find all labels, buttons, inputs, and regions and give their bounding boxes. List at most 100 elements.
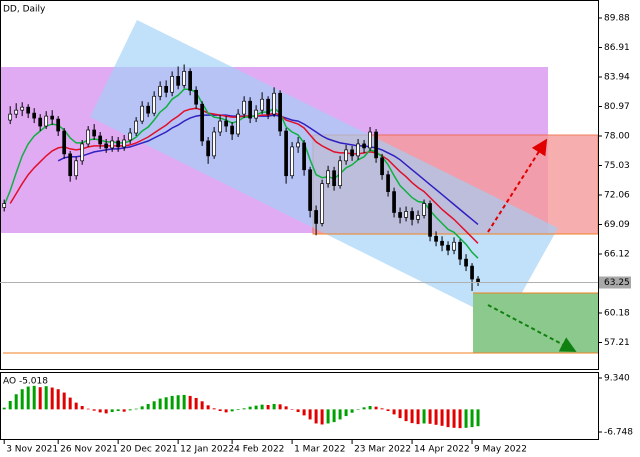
ao-bar (200, 401, 204, 410)
ao-bar (224, 409, 228, 413)
candle-body (350, 149, 354, 157)
ao-bar (182, 394, 186, 410)
ao-bar (38, 387, 42, 410)
ao-bar (380, 408, 384, 410)
candle-body (14, 109, 19, 115)
candle-body (356, 143, 360, 157)
ao-bar (374, 406, 378, 410)
ao-bar (56, 389, 60, 410)
x-tick-label: 12 Jan 2022 (180, 445, 234, 455)
candle-body (230, 125, 234, 135)
candle-body (236, 113, 240, 135)
candle-body (242, 100, 246, 115)
candle-body (170, 76, 174, 93)
candle-body (446, 244, 450, 251)
candle-body (386, 174, 390, 192)
y-tick-label: 80.97 (604, 102, 630, 112)
candle-body (254, 109, 258, 119)
ao-bar (386, 409, 390, 412)
x-tick-label: 3 Nov 2021 (6, 445, 58, 455)
candle-body (104, 143, 109, 149)
candle-body (218, 120, 222, 133)
y-tick-label: 83.94 (604, 72, 630, 82)
candle-body (272, 92, 276, 115)
candle-body (146, 105, 151, 114)
candle-body (362, 143, 366, 149)
x-tick-label: 26 Nov 2021 (60, 445, 118, 455)
candle-body (206, 140, 210, 157)
ao-bar (434, 409, 438, 425)
x-tick-label: 20 Dec 2021 (120, 445, 178, 455)
ao-bar (296, 409, 300, 413)
ao-bar (128, 409, 132, 411)
ao-bar (158, 398, 162, 410)
candle-body (8, 113, 13, 121)
y-tick-label: 72.06 (604, 190, 630, 200)
y-tick-label: 75.03 (604, 161, 630, 171)
ao-bar (176, 395, 180, 410)
ao-bar (206, 405, 210, 410)
candle-body (176, 76, 180, 86)
candle-body (164, 85, 168, 93)
candle-body (122, 139, 127, 148)
ao-bar (2, 407, 6, 410)
candle-body (320, 183, 324, 224)
candle-body (116, 140, 121, 148)
candle-body (200, 103, 204, 142)
candle-body (74, 160, 79, 177)
ao-bar (410, 409, 414, 424)
ao-bar (104, 409, 108, 414)
ao-bar (314, 409, 318, 424)
ao-bar (440, 409, 444, 426)
candle-body (44, 115, 49, 127)
ao-bar (416, 409, 420, 425)
ao-bar (404, 409, 408, 422)
x-tick-label: 23 Mar 2022 (354, 445, 411, 455)
ao-bar (290, 409, 294, 410)
candle-body (182, 71, 186, 86)
candle-body (452, 241, 456, 251)
candle-body (140, 105, 145, 122)
candle-body (260, 98, 264, 111)
ao-bar (284, 406, 288, 410)
candle-body (92, 129, 97, 137)
candle-body (392, 191, 396, 213)
candle-body (476, 278, 480, 283)
candle-body (440, 240, 444, 246)
ao-bar (116, 409, 120, 412)
ao-bar (134, 408, 138, 410)
candle-body (50, 115, 55, 120)
ao-bar (266, 404, 270, 410)
x-tick-label: 14 Apr 2022 (414, 445, 470, 455)
ao-bar (326, 409, 330, 424)
chart-title: DD, Daily (3, 5, 46, 15)
ao-bar (122, 409, 126, 412)
candle-body (188, 71, 192, 91)
ao-bar (458, 409, 462, 429)
ao-bar (44, 386, 48, 410)
candle-body (194, 89, 198, 105)
candle-body (26, 106, 31, 114)
ao-bar (248, 406, 252, 410)
candle-body (422, 203, 426, 216)
ao-bar (74, 402, 78, 410)
candle-body (20, 106, 25, 111)
candle-body (158, 85, 162, 97)
up-arrow (487, 138, 548, 233)
ao-bar (368, 405, 372, 410)
main-frame (0, 0, 599, 370)
ao-bar (302, 409, 306, 416)
y-tick-label: 69.09 (604, 220, 630, 230)
ao-bar (392, 409, 396, 415)
ao-bar (218, 409, 222, 412)
candle-body (134, 120, 139, 134)
ao-bar (32, 385, 36, 410)
ao-bar (140, 406, 144, 410)
candle-body (344, 149, 348, 162)
candle-body (308, 169, 312, 211)
target-box (473, 293, 598, 353)
ao-bar (152, 401, 156, 410)
ao-bar (470, 409, 474, 428)
ao-bar (332, 409, 336, 423)
